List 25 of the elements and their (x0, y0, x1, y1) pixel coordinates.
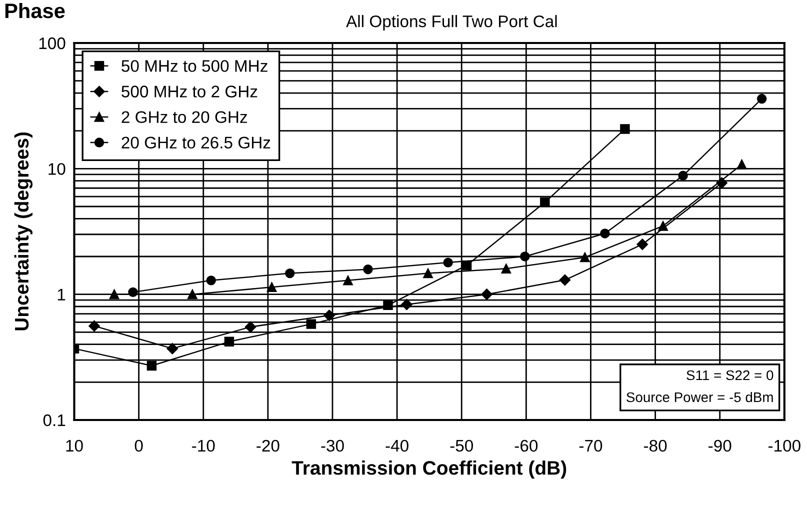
chart-subtitle: All Options Full Two Port Cal (346, 15, 557, 31)
x-axis-title: Transmission Coefficient (dB) (292, 460, 566, 479)
y-tick-label: 1 (58, 288, 66, 300)
legend-label: 2 GHz to 20 GHz (122, 111, 247, 123)
annotation: S11 = S22 = 0 Source Power = -5 dBm (626, 370, 774, 402)
x-tick-label: -70 (579, 440, 602, 452)
y-tick-label: 0.1 (43, 414, 66, 426)
x-tick-label: -100 (768, 440, 800, 452)
x-tick-label: -40 (386, 440, 408, 452)
x-tick-label: -60 (514, 440, 538, 452)
legend-label: 50 MHz to 500 MHz (122, 60, 268, 72)
x-tick-label: -50 (450, 440, 473, 452)
x-tick-label: 10 (66, 440, 83, 452)
x-tick-label: -30 (321, 440, 344, 452)
x-tick-label: -20 (256, 440, 280, 452)
y-tick-label: 100 (39, 37, 66, 50)
x-tick-label: -10 (192, 440, 215, 452)
legend-label: 20 GHz to 26.5 GHz (122, 136, 270, 149)
y-tick-label: 10 (48, 163, 66, 175)
x-tick-label: -80 (644, 440, 667, 452)
y-axis-title: Uncertainty (degrees) (14, 132, 33, 330)
x-tick-label: -90 (708, 440, 732, 452)
x-tick-label: 0 (134, 440, 143, 452)
legend-label: 500 MHz to 2 GHz (122, 86, 258, 98)
chart-title: Phase (5, 2, 65, 18)
